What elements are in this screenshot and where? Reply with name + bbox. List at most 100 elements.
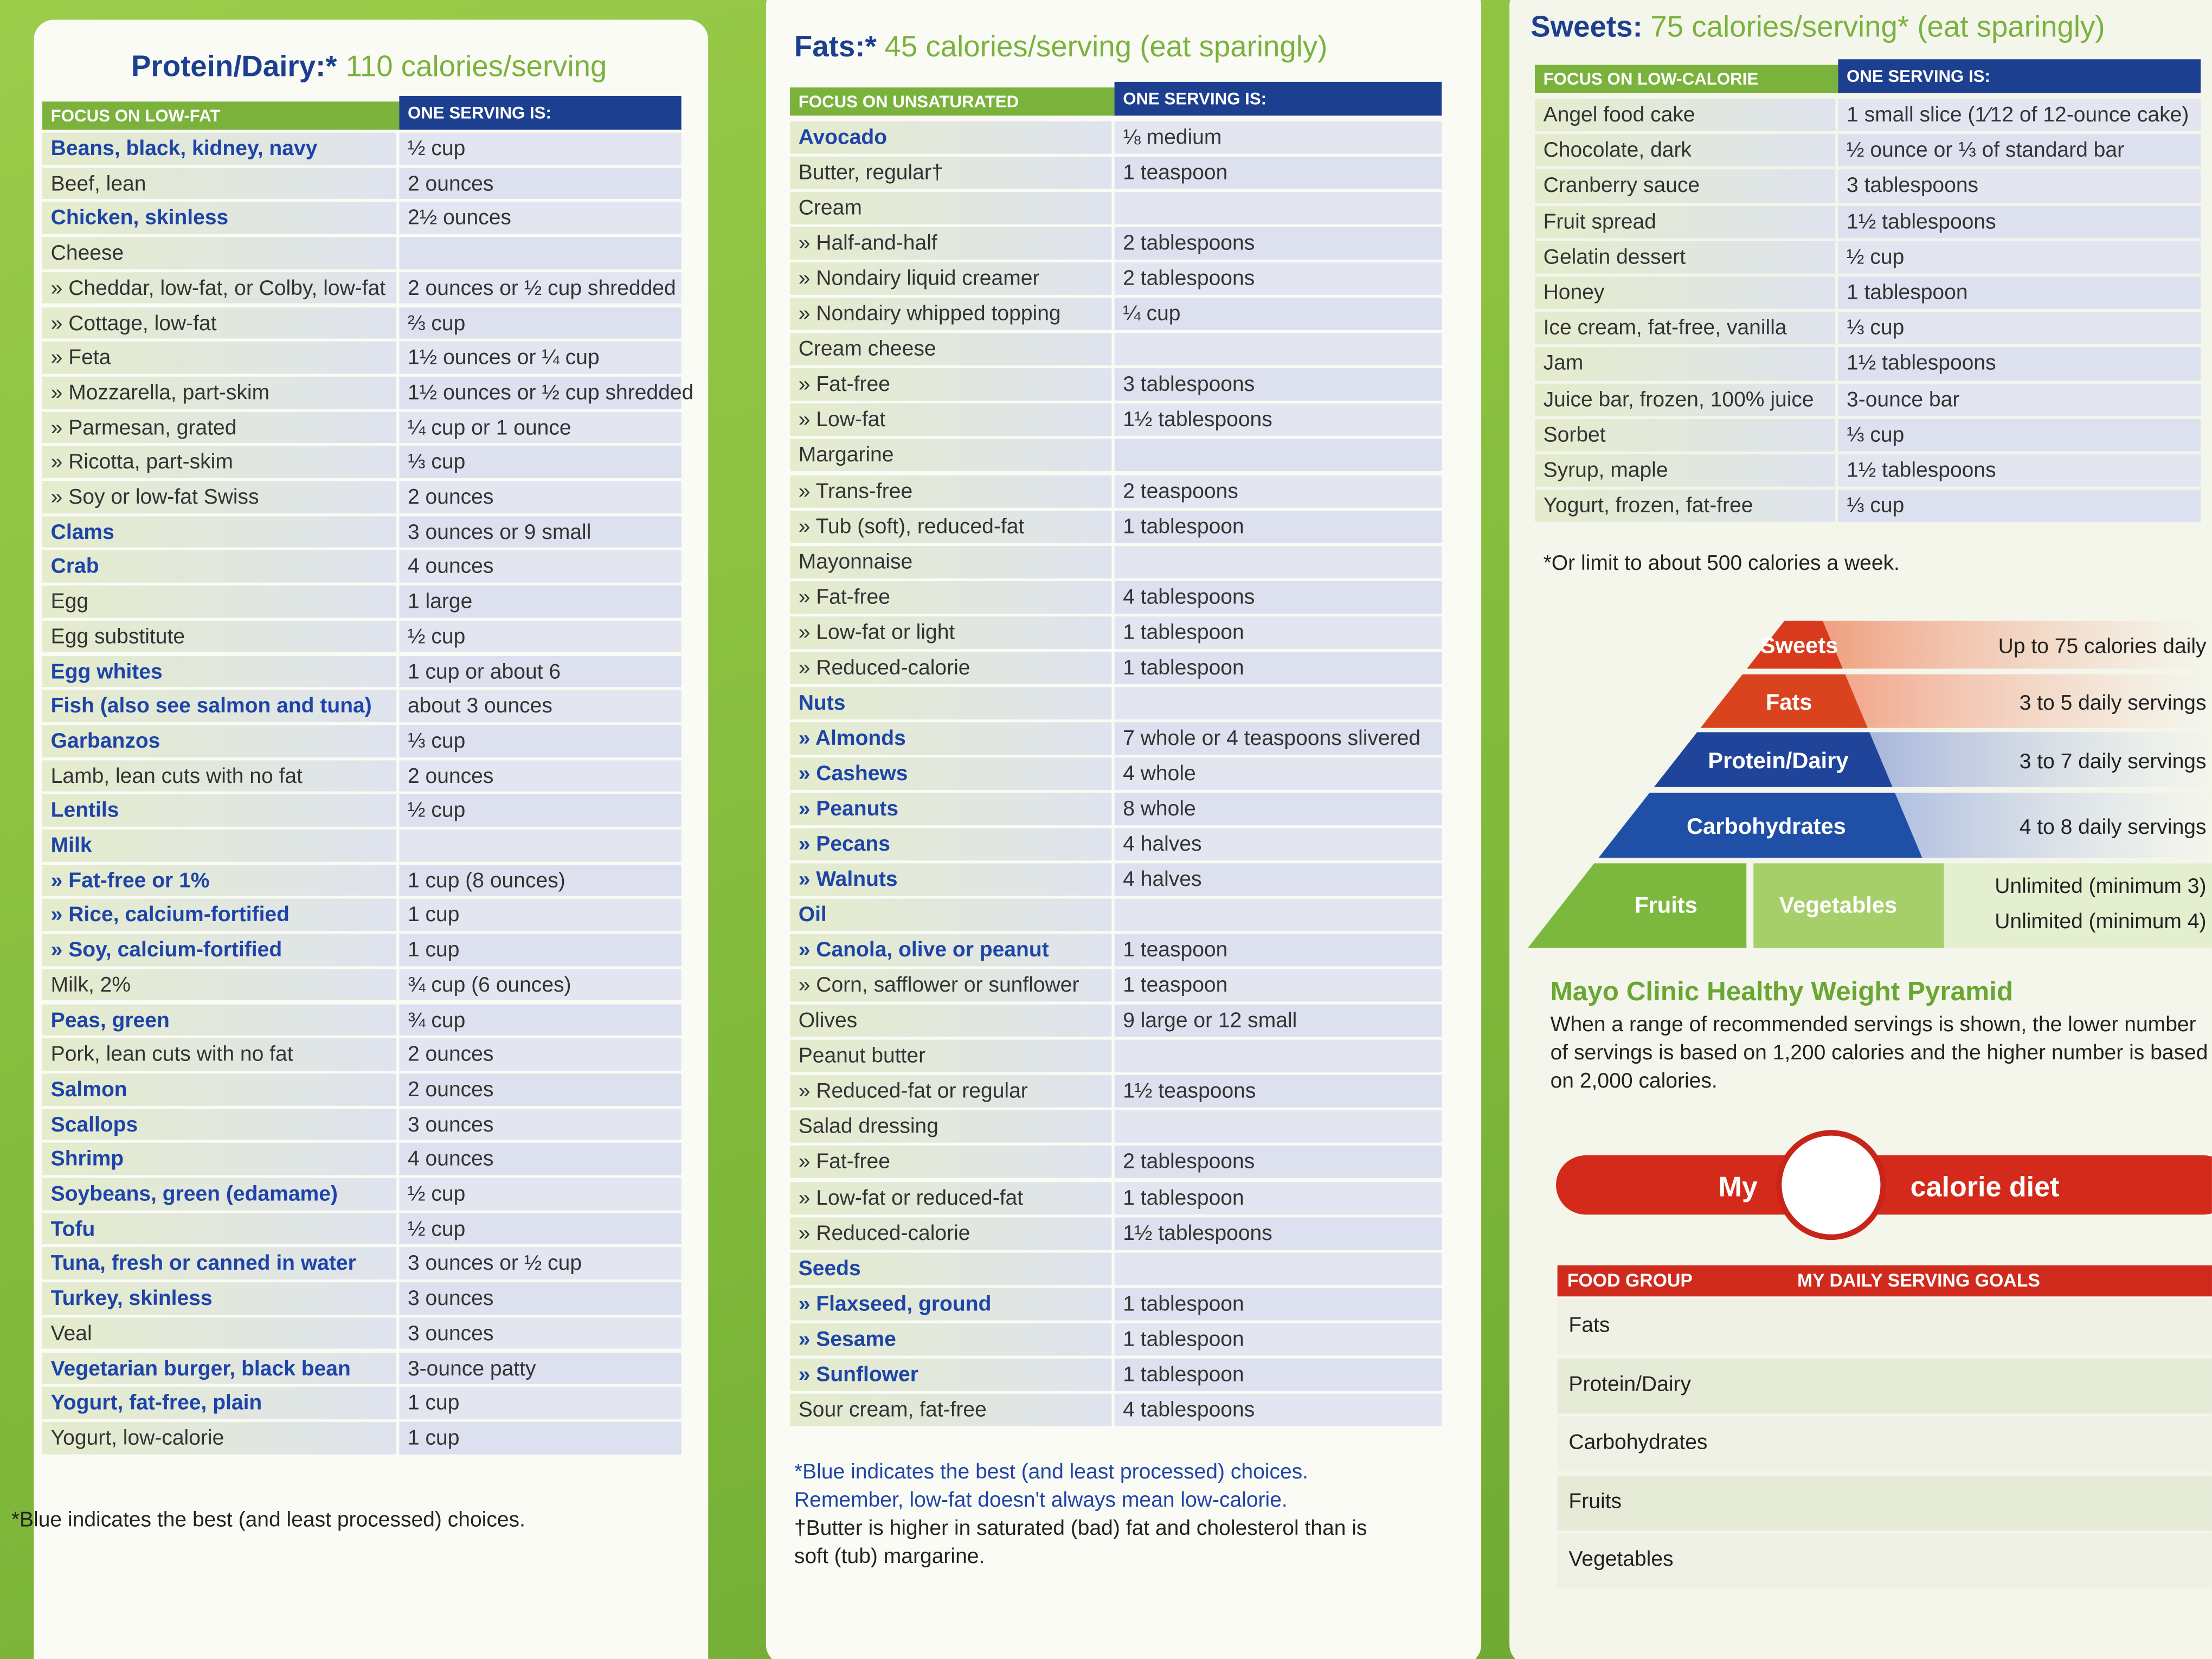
serving-size: ½ cup — [407, 1182, 466, 1206]
food-item: Fish (also see salmon and tuna) — [50, 694, 372, 718]
food-item: » Fat-free — [798, 372, 890, 397]
serving-size: 1 cup — [407, 1391, 460, 1416]
row-right-bg — [399, 1073, 681, 1105]
row-left-bg — [42, 1212, 397, 1245]
row-left-bg — [790, 192, 1112, 225]
row-right-bg — [1114, 828, 1442, 861]
row-left-bg — [42, 690, 397, 722]
row-right-bg — [1114, 1322, 1442, 1355]
row-left-bg — [42, 1387, 397, 1419]
row-right-bg — [399, 411, 681, 443]
row-right-bg — [399, 794, 681, 827]
row-left-bg — [790, 545, 1112, 578]
row-left-bg — [42, 620, 397, 653]
row-left-bg — [790, 156, 1112, 189]
row-right-bg — [1838, 134, 2201, 168]
row-left-bg — [42, 411, 397, 443]
goals-header — [1557, 1265, 2212, 1297]
row-right-bg — [1114, 369, 1442, 401]
food-item: » Soy or low-fat Swiss — [50, 485, 259, 510]
food-item: Garbanzos — [50, 729, 160, 754]
food-item: » Fat-free or 1% — [50, 869, 210, 893]
row-right-bg — [1114, 474, 1442, 507]
calorie-label: calorie diet — [1911, 1171, 2060, 1203]
serving-size: 1 tablespoon — [1123, 1185, 1244, 1210]
row-left-bg — [1534, 312, 1836, 345]
row-right-bg — [399, 1352, 681, 1385]
level-servings: 3 to 5 daily servings — [2020, 691, 2207, 715]
serving-size: 2½ ounces — [407, 206, 511, 231]
row-left-bg — [790, 616, 1112, 649]
food-item: » Canola, olive or peanut — [798, 938, 1049, 962]
row-left-bg — [42, 550, 397, 583]
goals-food-group: Protein/Dairy — [1568, 1372, 1692, 1396]
row-left-bg — [790, 1075, 1112, 1108]
level-name: Sweets — [1760, 633, 1838, 658]
serving-size: ⅓ cup — [407, 729, 466, 754]
food-item: Avocado — [798, 125, 888, 150]
panel-title: Sweets: — [1531, 11, 1643, 44]
food-item: » Tub (soft), reduced-fat — [798, 514, 1025, 538]
row-right-bg — [399, 202, 681, 235]
food-item: Gelatin dessert — [1543, 245, 1686, 269]
food-item: Beans, black, kidney, navy — [50, 137, 318, 161]
serving-size: 3 ounces — [407, 1321, 494, 1346]
food-item: » Fat-free — [798, 584, 890, 609]
food-item: Crab — [50, 555, 99, 579]
row-right-bg — [1838, 312, 2201, 345]
serving-size: 7 whole or 4 teaspoons slivered — [1123, 726, 1421, 750]
food-item: Egg whites — [50, 659, 163, 684]
food-item: Tuna, fresh or canned in water — [50, 1251, 356, 1276]
serving-size: 3 tablespoons — [1847, 174, 1979, 198]
food-item: Cranberry sauce — [1543, 174, 1700, 198]
food-item: » Walnuts — [798, 867, 898, 892]
serving-size: 8 whole — [1123, 796, 1196, 821]
header-left: FOCUS ON LOW-FAT — [42, 101, 400, 130]
row-left-bg — [42, 725, 397, 757]
food-item: Ice cream, fat-free, vanilla — [1543, 316, 1787, 340]
food-item: » Almonds — [798, 726, 906, 750]
row-left-bg — [1534, 383, 1836, 416]
food-item: Chocolate, dark — [1543, 138, 1692, 163]
serving-size: 1 cup — [407, 938, 460, 962]
row-right-bg — [1114, 1181, 1442, 1214]
pyramid-title: Mayo Clinic Healthy Weight Pyramid — [1550, 978, 2014, 1007]
goals-header-text: MY DAILY SERVING GOALS — [1797, 1269, 2040, 1291]
row-right-bg — [1838, 241, 2201, 274]
row-right-bg — [1114, 934, 1442, 967]
row-right-bg — [399, 237, 681, 269]
goals-row-bg — [1557, 1416, 2212, 1471]
food-item: Sorbet — [1543, 423, 1606, 447]
row-right-bg — [1114, 793, 1442, 826]
row-right-bg — [1838, 276, 2201, 310]
panel-subtitle: 45 calories/serving (eat sparingly) — [884, 31, 1328, 64]
panel-subtitle: 75 calories/serving* (eat sparingly) — [1650, 11, 2105, 44]
row-left-bg — [790, 828, 1112, 861]
serving-size: ½ cup — [407, 137, 466, 161]
serving-size: ½ cup — [407, 799, 466, 823]
row-left-bg — [790, 863, 1112, 896]
serving-size: 9 large or 12 small — [1123, 1009, 1297, 1033]
row-left-bg — [42, 1282, 397, 1315]
row-left-bg — [1534, 205, 1836, 239]
row-left-bg — [790, 1287, 1112, 1320]
food-item: » Fat-free — [798, 1150, 890, 1175]
serving-size: 2 tablespoons — [1123, 267, 1255, 291]
row-right-bg — [1114, 1005, 1442, 1038]
row-left-bg — [790, 121, 1112, 154]
row-left-bg — [790, 934, 1112, 967]
row-right-bg — [1114, 616, 1442, 649]
row-right-bg — [1114, 545, 1442, 578]
row-left-bg — [790, 1146, 1112, 1179]
row-right-bg — [1114, 757, 1442, 790]
serving-size: 2 ounces — [407, 1077, 494, 1102]
serving-size: 3-ounce bar — [1847, 387, 1960, 411]
row-left-bg — [790, 651, 1112, 684]
row-right-bg — [399, 829, 681, 862]
row-right-bg — [1114, 510, 1442, 543]
level-band — [1845, 674, 2212, 728]
row-right-bg — [1114, 651, 1442, 684]
food-item: Clams — [50, 520, 114, 544]
serving-size: 4 ounces — [407, 555, 494, 579]
level-name: Carbohydrates — [1687, 813, 1846, 839]
